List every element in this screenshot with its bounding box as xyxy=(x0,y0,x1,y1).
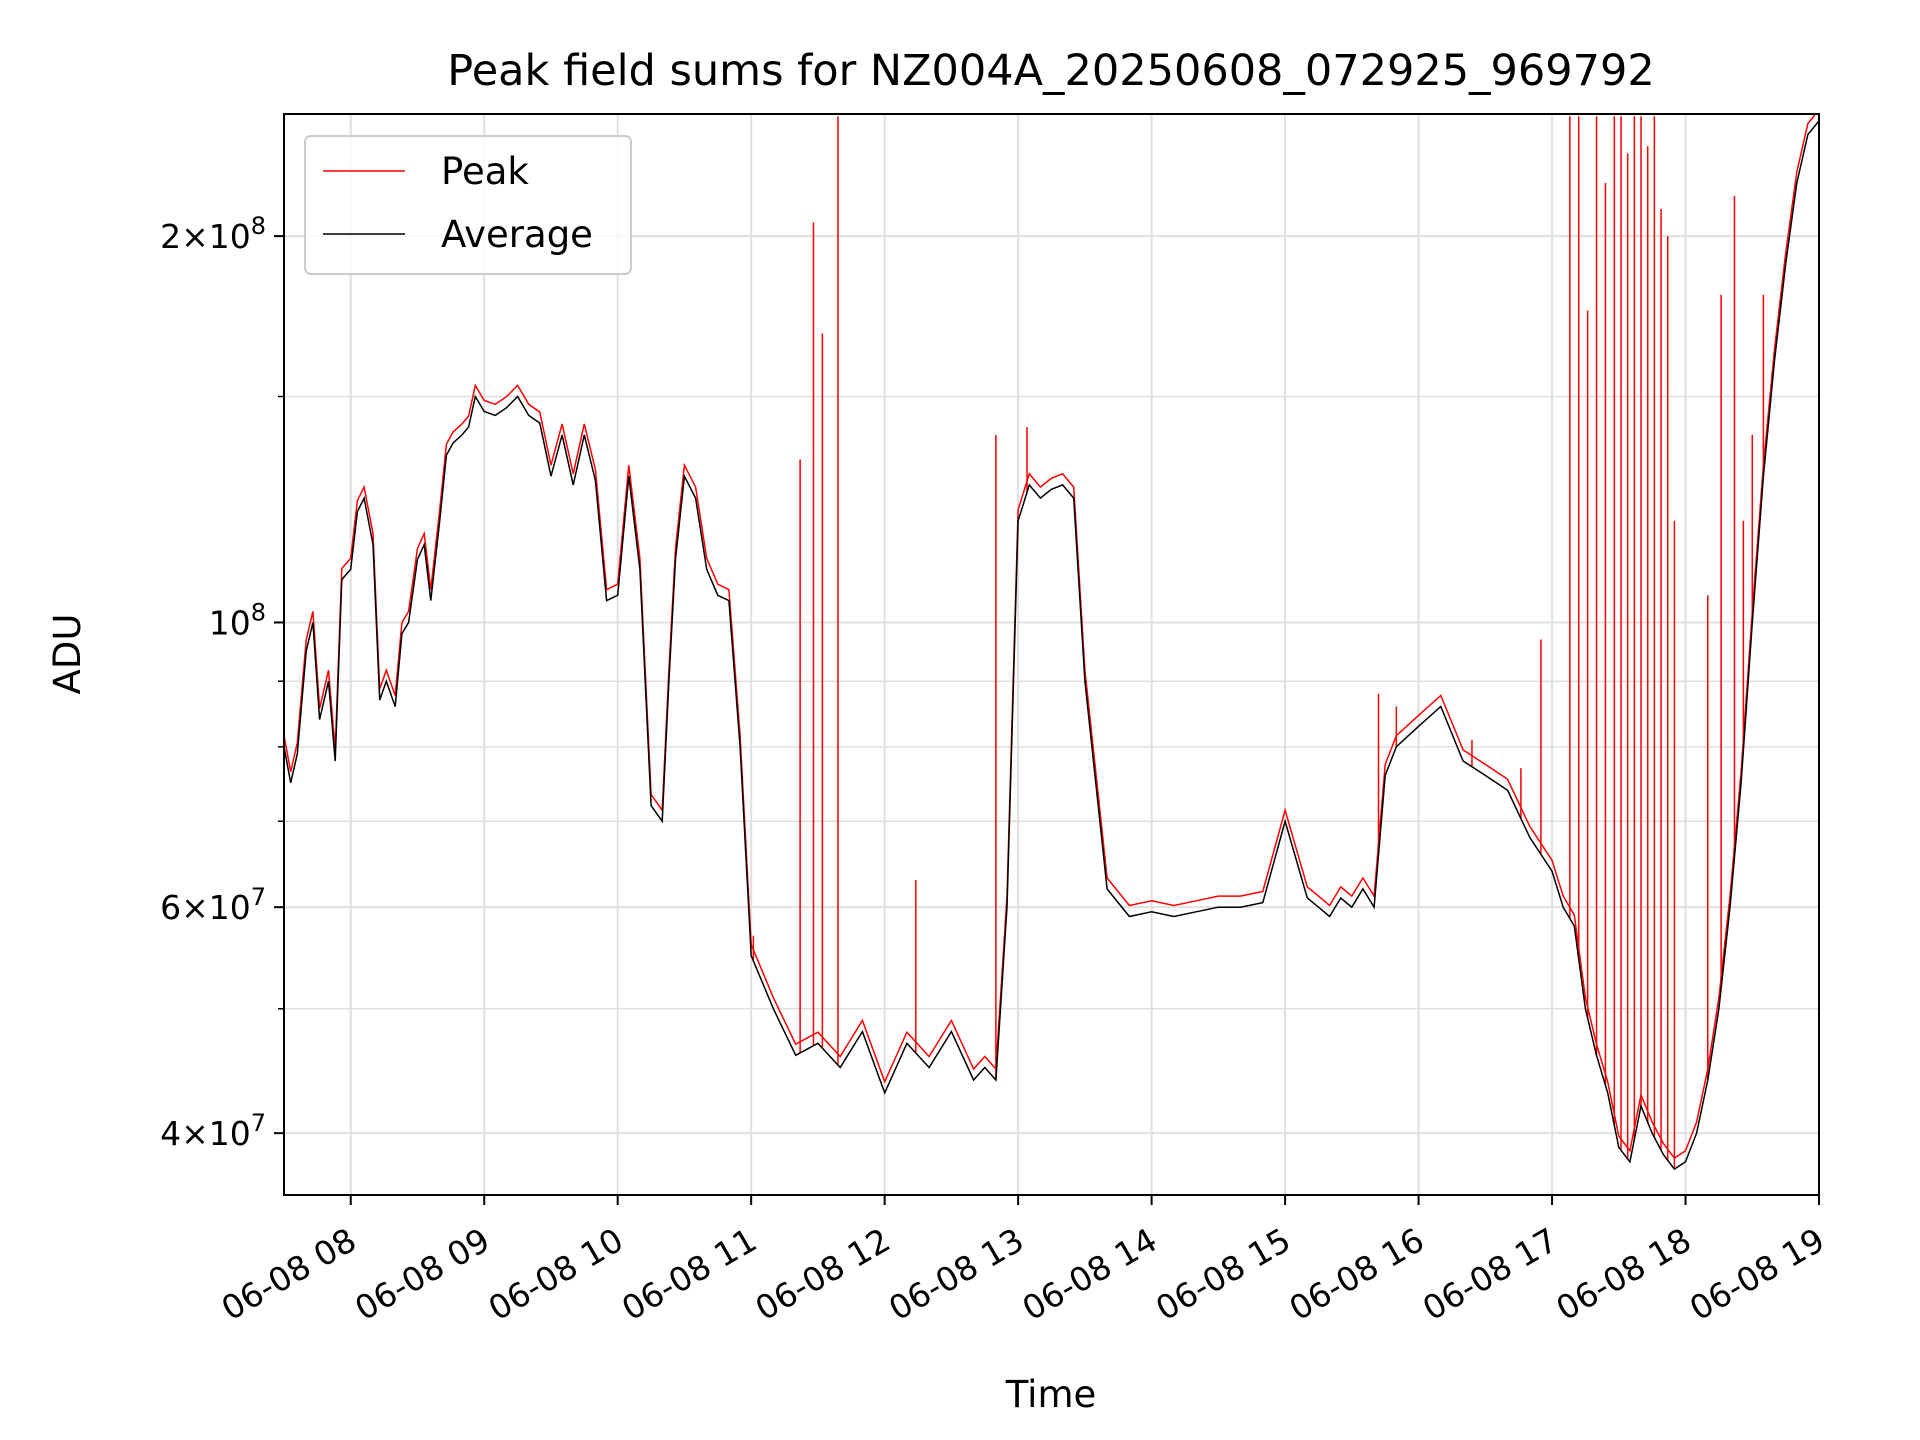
legend: Peak Average xyxy=(304,135,632,275)
x-axis-label: Time xyxy=(1005,1373,1097,1416)
y-tick-label: 108 xyxy=(209,598,266,642)
legend-label-average: Average xyxy=(441,213,593,256)
chart-title: Peak field sums for NZ004A_20250608_0729… xyxy=(447,46,1654,96)
plot-frame xyxy=(283,113,1820,1196)
series-layer xyxy=(284,114,1819,1171)
y-tick-label: 6×107 xyxy=(160,883,266,927)
y-tick-label: 2×108 xyxy=(160,212,266,256)
y-tick-label: 4×107 xyxy=(160,1109,266,1153)
peak-series-line xyxy=(284,114,1817,1160)
y-axis-ticks: 2×108 108 6×107 4×107 xyxy=(160,212,284,1153)
average-series-line xyxy=(284,120,1819,1171)
y-axis-label: ADU xyxy=(46,614,89,695)
plot-area xyxy=(284,114,1819,1195)
legend-label-peak: Peak xyxy=(441,150,529,193)
